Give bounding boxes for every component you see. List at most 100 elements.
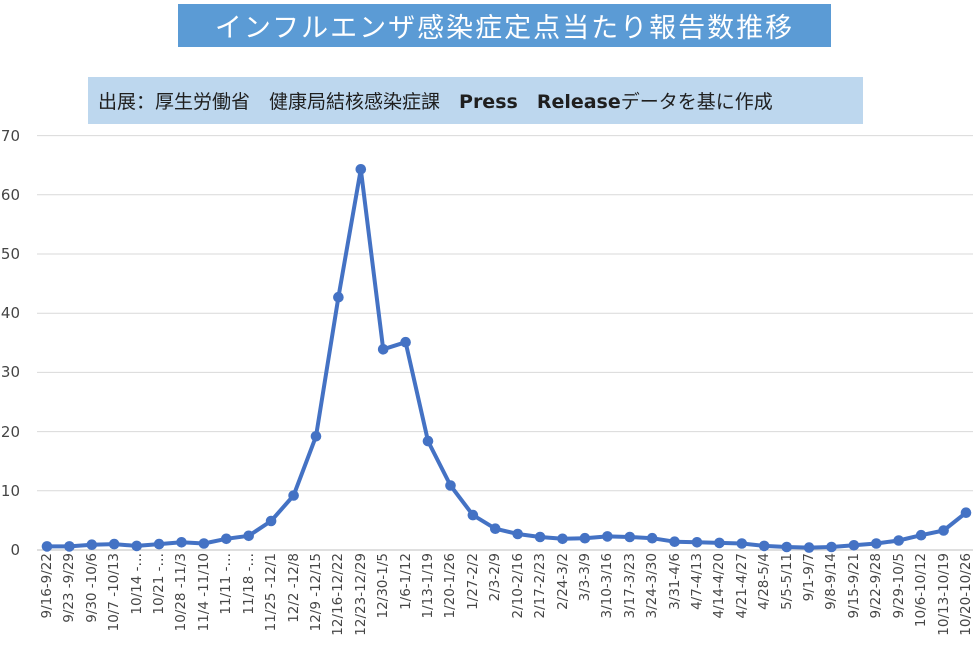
x-axis-tick-label: 3/3-3/9 [576, 553, 593, 602]
data-point-marker [938, 525, 949, 536]
chart-title-banner: インフルエンザ感染症定点当たり報告数推移 [178, 4, 831, 47]
data-point-marker [624, 531, 636, 543]
x-axis-tick-label: 9/23 -9/29 [61, 553, 78, 623]
data-point-marker [176, 537, 187, 548]
x-axis-tick-label: 1/6-1/12 [397, 553, 414, 610]
data-point-marker [422, 435, 434, 447]
x-axis-tick-label: 12/2 -12/8 [285, 553, 302, 623]
data-point-marker [669, 536, 680, 547]
data-point-marker [467, 509, 479, 521]
data-point-marker [86, 539, 98, 550]
x-axis-tick-label: 12/30-1/5 [375, 553, 392, 619]
x-axis-tick-label: 3/24-3/30 [644, 553, 661, 619]
y-axis-tick-label: 60 [0, 185, 20, 204]
data-point-marker [310, 431, 322, 442]
data-point-marker [893, 535, 904, 546]
data-point-marker [512, 528, 523, 540]
data-point-marker [64, 541, 75, 552]
y-axis-tick-label: 40 [0, 304, 20, 323]
source-note-suffix: データを基に作成 [620, 91, 773, 113]
x-axis-tick-label: 9/29-10/5 [890, 553, 907, 619]
data-point-marker [131, 540, 142, 552]
x-axis-tick-label: 10/6-10/12 [913, 553, 930, 628]
data-point-marker [714, 537, 725, 549]
data-point-marker [826, 541, 837, 553]
chart-title: インフルエンザ感染症定点当たり報告数推移 [214, 13, 795, 44]
x-axis-tick-label: 1/27-2/2 [464, 553, 481, 610]
y-axis-tick-label: 70 [0, 126, 20, 145]
x-axis-tick-label: 4/21-4/27 [733, 553, 750, 619]
data-point-marker [534, 531, 546, 543]
x-axis-tick-label: 1/20-1/26 [442, 553, 459, 619]
x-axis-tick-label: 2/24-3/2 [554, 553, 571, 610]
data-point-marker [557, 533, 568, 545]
x-axis-tick-label: 3/31-4/6 [666, 553, 683, 610]
data-point-marker [108, 538, 120, 550]
x-axis-tick-label: 10/13-10/19 [935, 553, 952, 636]
data-point-marker [915, 529, 927, 541]
x-axis-tick-label: 12/9 -12/15 [307, 553, 324, 632]
x-axis-tick-label: 11/18 -… [240, 553, 257, 615]
x-axis-tick-label: 12/23-12/29 [352, 553, 369, 636]
x-axis-tick-label: 9/22-9/28 [868, 553, 885, 619]
x-axis-tick-label: 1/13-1/19 [420, 553, 437, 619]
x-axis-tick-label: 10/28 -11/3 [173, 553, 190, 632]
data-point-marker [355, 164, 367, 175]
x-axis-tick-label: 10/21 -… [151, 553, 168, 615]
x-axis-tick-label: 10/20-10/26 [957, 553, 974, 636]
x-axis-tick-label: 3/17-3/23 [621, 553, 638, 619]
y-axis-tick-label: 0 [10, 541, 20, 559]
x-axis-tick-label: 2/3-2/9 [487, 553, 504, 602]
data-point-marker [198, 538, 210, 549]
data-point-marker [221, 533, 232, 545]
x-axis-tick-label: 9/30 -10/6 [83, 553, 100, 623]
data-point-marker [490, 523, 501, 534]
x-axis-tick-label: 4/14-4/20 [711, 553, 728, 619]
data-point-marker [333, 291, 344, 303]
data-point-marker [602, 531, 613, 542]
data-point-marker [781, 541, 792, 553]
data-point-marker [288, 490, 299, 501]
x-axis-tick-label: 12/16-12/22 [330, 553, 347, 636]
data-point-marker [871, 538, 882, 549]
x-axis-tick-label: 11/11 -… [218, 553, 235, 615]
y-axis-tick-label: 10 [0, 481, 20, 500]
x-axis-tick-label: 5/5-5/11 [778, 553, 795, 610]
y-axis-tick-label: 30 [0, 363, 20, 382]
data-point-marker [579, 532, 591, 544]
x-axis-tick-label: 9/1-9/7 [801, 553, 818, 602]
x-axis-tick-label: 2/17-2/23 [532, 553, 549, 619]
data-point-marker [960, 507, 972, 518]
data-point-marker [803, 542, 815, 553]
data-point-marker [265, 515, 277, 527]
x-axis-tick-label: 10/14 -… [128, 553, 145, 615]
data-point-marker [153, 538, 165, 550]
x-axis-tick-label: 11/4 -11/10 [195, 553, 212, 632]
y-axis-tick-label: 20 [0, 422, 20, 441]
x-axis-tick-label: 9/8-9/14 [823, 553, 840, 610]
data-point-marker [646, 532, 658, 544]
x-axis-tick-label: 11/25 -12/1 [263, 553, 280, 632]
source-note: 出展：厚生労働省 健康局結核感染症課 Press Release データを基に作成 [88, 77, 863, 124]
x-axis-tick-label: 3/10-3/16 [599, 553, 616, 619]
x-axis-tick-label: 10/7 -10/13 [106, 553, 123, 632]
data-point-marker [691, 537, 703, 548]
data-point-marker [377, 344, 389, 355]
x-axis-tick-label: 4/7-4/13 [689, 553, 705, 610]
source-note-emphasis: Press Release [459, 91, 621, 113]
source-note-prefix: 出展：厚生労働省 健康局結核感染症課 [98, 91, 460, 113]
data-point-marker [848, 540, 860, 551]
data-point-marker [41, 541, 53, 552]
data-point-marker [758, 540, 770, 552]
x-axis-tick-label: 9/16-9/22 [39, 553, 55, 619]
x-axis-tick-label: 4/28-5/4 [756, 553, 773, 610]
x-axis-tick-label: 9/15-9/21 [845, 553, 862, 619]
y-axis-tick-label: 50 [0, 245, 20, 263]
x-axis-tick-label: 2/10-2/16 [509, 553, 526, 619]
data-point-marker [400, 336, 411, 348]
data-point-marker [243, 530, 254, 542]
data-point-marker [736, 538, 748, 549]
data-point-marker [445, 480, 456, 491]
